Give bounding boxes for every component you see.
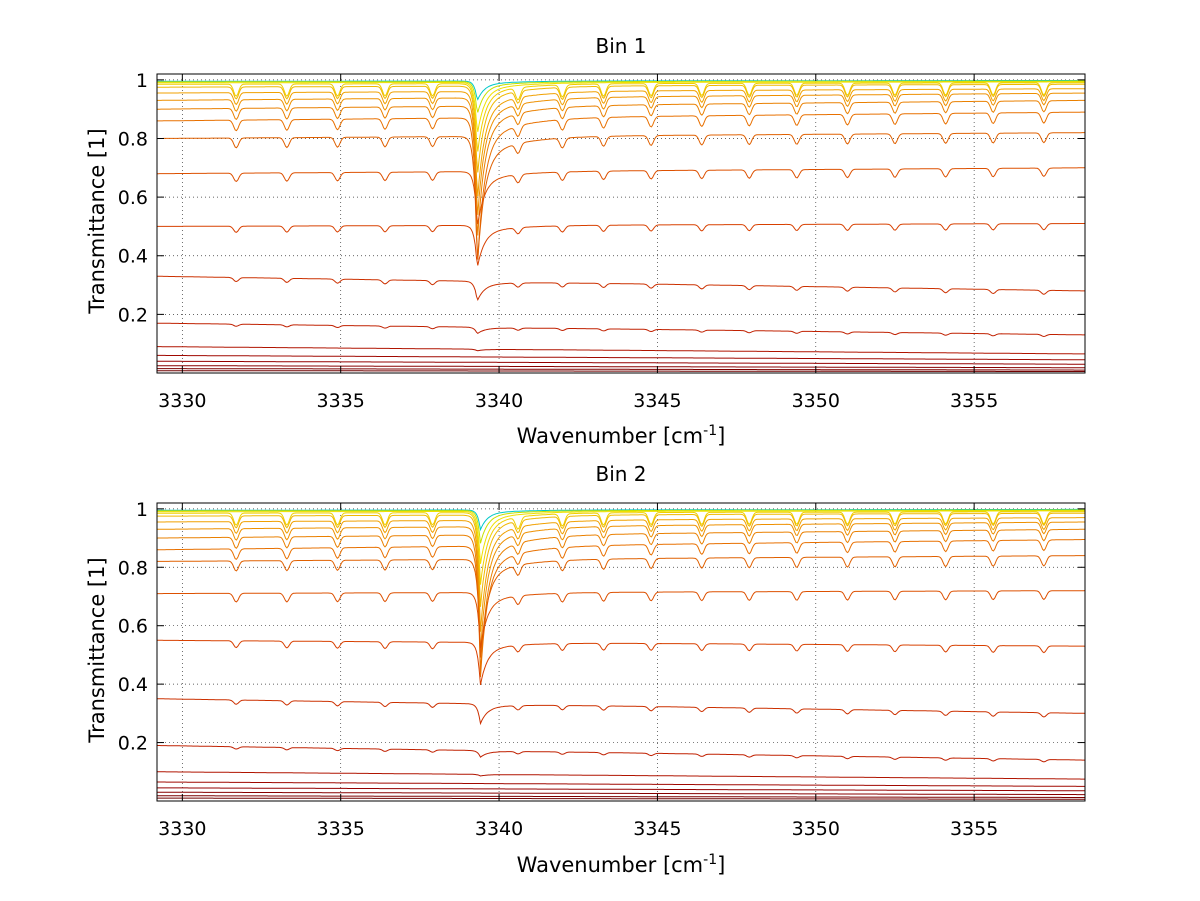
y-tick-label: 0.8 <box>118 128 148 150</box>
series-line <box>157 167 1085 225</box>
plot-title: Bin 2 <box>595 462 646 486</box>
y-axis-label: Transmittance [1] <box>85 128 109 314</box>
series-line <box>157 82 1085 152</box>
series-line <box>156 698 1086 726</box>
series-line <box>157 346 1085 355</box>
x-axis-label: Wavenumber [cm-1] <box>517 852 726 877</box>
series-line <box>157 521 1085 652</box>
x-tick-label: 3350 <box>792 390 840 412</box>
series-line <box>157 370 1085 372</box>
y-tick-label: 0.8 <box>118 557 148 579</box>
x-tick-label: 3330 <box>158 818 206 840</box>
x-axis-label: Wavenumber [cm-1] <box>517 423 726 448</box>
series-line <box>157 787 1085 792</box>
x-tick-label: 3335 <box>317 390 365 412</box>
series-group <box>156 79 1086 372</box>
series-line <box>157 797 1085 800</box>
plot-title: Bin 1 <box>595 34 646 58</box>
y-tick-label: 0.6 <box>118 187 148 209</box>
y-tick-label: 0.4 <box>118 674 148 696</box>
series-line <box>157 791 1085 796</box>
series-line <box>157 354 1085 361</box>
series-line <box>157 509 1085 544</box>
y-tick-label: 0.2 <box>118 733 148 755</box>
series-line <box>157 517 1085 632</box>
series-line <box>157 99 1085 236</box>
series-line <box>157 92 1085 215</box>
series-line <box>157 511 1085 585</box>
x-tick-label: 3345 <box>633 818 681 840</box>
series-line <box>157 590 1086 649</box>
series-line <box>157 510 1085 564</box>
x-tick-label: 3350 <box>792 818 840 840</box>
x-tick-label: 3340 <box>475 390 523 412</box>
ticks: 3330 3335 3340 3345 3350 3355 0.2 0.4 0.6 0.8 1 <box>118 499 1085 840</box>
subplot-bin-1: Bin 1 3330 3335 3340 3345 3350 3355 0.2 0.4 0.6 0… <box>85 34 1086 448</box>
series-line <box>157 795 1085 798</box>
series-line <box>157 83 1085 173</box>
series-line <box>157 639 1086 685</box>
ticks: 3330 3335 3340 3345 3350 3355 0.2 0.4 0.6 0.8 1 <box>118 70 1085 412</box>
series-line <box>157 223 1085 266</box>
series-line <box>157 512 1085 607</box>
series-line <box>157 79 1086 101</box>
series-line <box>156 528 1085 673</box>
series-line <box>157 555 1085 658</box>
series-line <box>157 111 1085 260</box>
series-line <box>157 539 1085 678</box>
series-line <box>157 365 1085 369</box>
y-axis-label: Transmittance [1] <box>85 557 109 743</box>
series-line <box>157 368 1085 371</box>
series-line <box>157 275 1085 302</box>
y-tick-label: 1 <box>136 499 148 521</box>
x-tick-label: 3330 <box>158 390 206 412</box>
x-tick-label: 3355 <box>950 818 998 840</box>
x-tick-label: 3340 <box>475 818 523 840</box>
series-line <box>157 322 1085 338</box>
subplot-bin-2: Bin 2 3330 3335 3340 3345 3350 3355 0.2 0.4 0.6 0… <box>85 462 1086 877</box>
axes-frame <box>156 73 1086 374</box>
grid <box>157 74 1085 373</box>
x-tick-label: 3355 <box>950 390 998 412</box>
x-tick-label: 3335 <box>317 818 365 840</box>
series-group <box>156 508 1086 800</box>
series-line <box>157 132 1085 260</box>
y-tick-label: 0.4 <box>118 246 148 268</box>
x-tick-label: 3345 <box>633 390 681 412</box>
axes-frame <box>156 502 1086 802</box>
y-tick-label: 0.6 <box>118 616 148 638</box>
series-line <box>157 781 1085 787</box>
grid <box>157 503 1085 801</box>
series-line <box>157 81 1085 132</box>
series-line <box>156 88 1085 197</box>
y-tick-label: 1 <box>136 70 148 92</box>
series-line <box>157 360 1085 365</box>
series-line <box>157 80 1085 113</box>
series-line <box>157 771 1085 780</box>
y-tick-label: 0.2 <box>118 304 148 326</box>
series-line <box>157 745 1085 763</box>
